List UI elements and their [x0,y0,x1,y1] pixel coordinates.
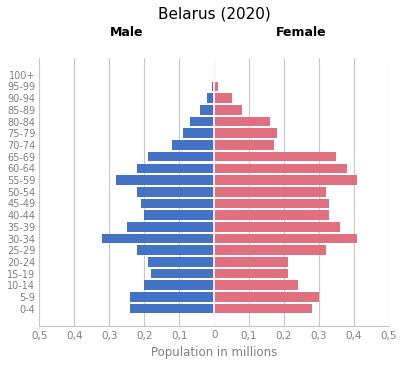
Bar [148,257,214,267]
Bar [214,164,347,173]
Bar [214,234,358,243]
Bar [137,164,214,173]
Bar [102,234,214,243]
Text: Female: Female [276,26,327,39]
Bar [214,93,231,103]
Bar [200,105,214,115]
Bar [214,199,329,208]
Bar [172,140,214,150]
Bar [144,210,214,220]
Bar [190,117,214,126]
Text: Male: Male [110,26,143,39]
Bar [127,222,214,232]
Bar [214,280,298,290]
Bar [207,93,214,103]
Bar [214,117,270,126]
Bar [214,140,274,150]
Bar [144,280,214,290]
Bar [214,105,242,115]
Bar [137,187,214,197]
X-axis label: Population in millions: Population in millions [151,346,277,359]
Bar [151,269,214,279]
Bar [214,257,288,267]
Bar [214,304,312,313]
Bar [214,246,326,255]
Bar [130,292,214,302]
Bar [148,152,214,161]
Bar [214,210,329,220]
Bar [116,175,214,185]
Bar [137,246,214,255]
Bar [141,199,214,208]
Bar [214,269,288,279]
Bar [214,128,277,138]
Bar [214,175,358,185]
Bar [214,292,319,302]
Title: Belarus (2020): Belarus (2020) [158,7,271,22]
Bar [214,152,337,161]
Bar [130,304,214,313]
Bar [214,222,340,232]
Bar [213,82,214,91]
Bar [214,187,326,197]
Bar [214,82,218,91]
Bar [183,128,214,138]
